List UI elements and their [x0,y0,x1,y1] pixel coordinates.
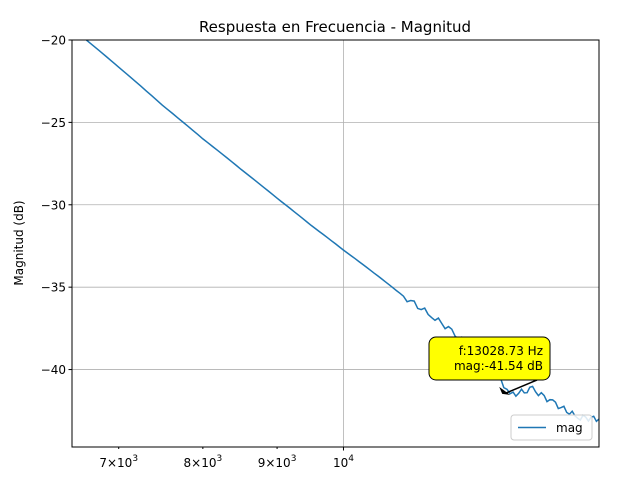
legend-label: mag [556,421,583,435]
x-tick-label: 8×103 [184,454,223,470]
plot-frame [71,39,600,448]
x-tick-label: 9×103 [258,454,297,470]
x-tick-label: 104 [333,454,354,470]
x-tick-label: 7×103 [99,454,138,470]
annotation-text: f:13028.73 Hz [459,344,543,358]
annotation-text: mag:-41.54 dB [454,359,543,373]
y-axis-label: Magnitud (dB) [12,200,26,285]
y-tick-label: −40 [41,363,66,377]
annotation-arrow [505,379,538,394]
y-tick-label: −35 [41,281,66,295]
annotation-box [428,336,551,381]
series-line-mag [85,40,599,423]
chart-title: Respuesta en Frecuencia - Magnitud [199,18,471,36]
y-tick-label: −30 [41,198,66,212]
legend-box [510,414,593,441]
y-tick-layer: −20 −25 −30 −35 −40 [41,34,72,377]
y-tick-label: −20 [41,34,66,48]
annotation-arrowhead [499,386,511,395]
series-layer [85,40,599,423]
legend: mag [510,414,593,441]
x-tick-layer: 7×103 8×103 9×103 104 [99,447,354,470]
y-tick-label: −25 [41,116,66,130]
